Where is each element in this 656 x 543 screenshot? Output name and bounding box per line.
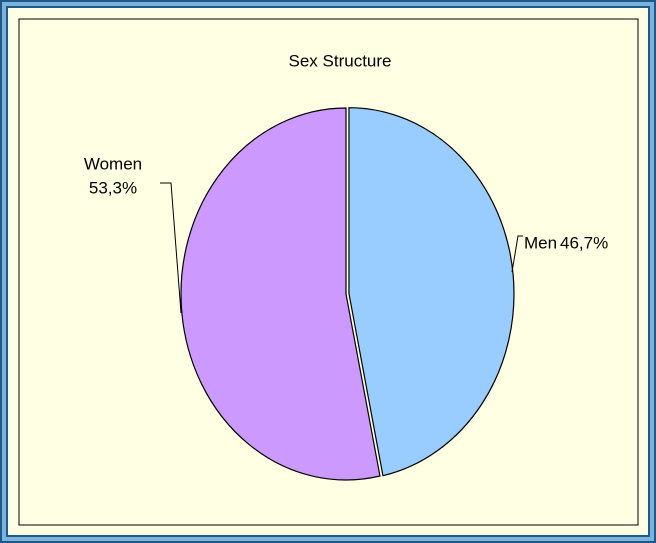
slice-label: Women (84, 154, 142, 173)
leader-line (160, 182, 182, 314)
pie-slice (348, 107, 515, 477)
slice-value-label: 46,7% (560, 233, 608, 252)
slice-label: Men (524, 233, 557, 252)
pie-slice (180, 107, 381, 481)
slice-value-label: 53,3% (89, 178, 137, 197)
leader-line (511, 235, 523, 273)
chart-area-border (18, 18, 639, 526)
chart-title: Sex Structure (289, 51, 392, 70)
